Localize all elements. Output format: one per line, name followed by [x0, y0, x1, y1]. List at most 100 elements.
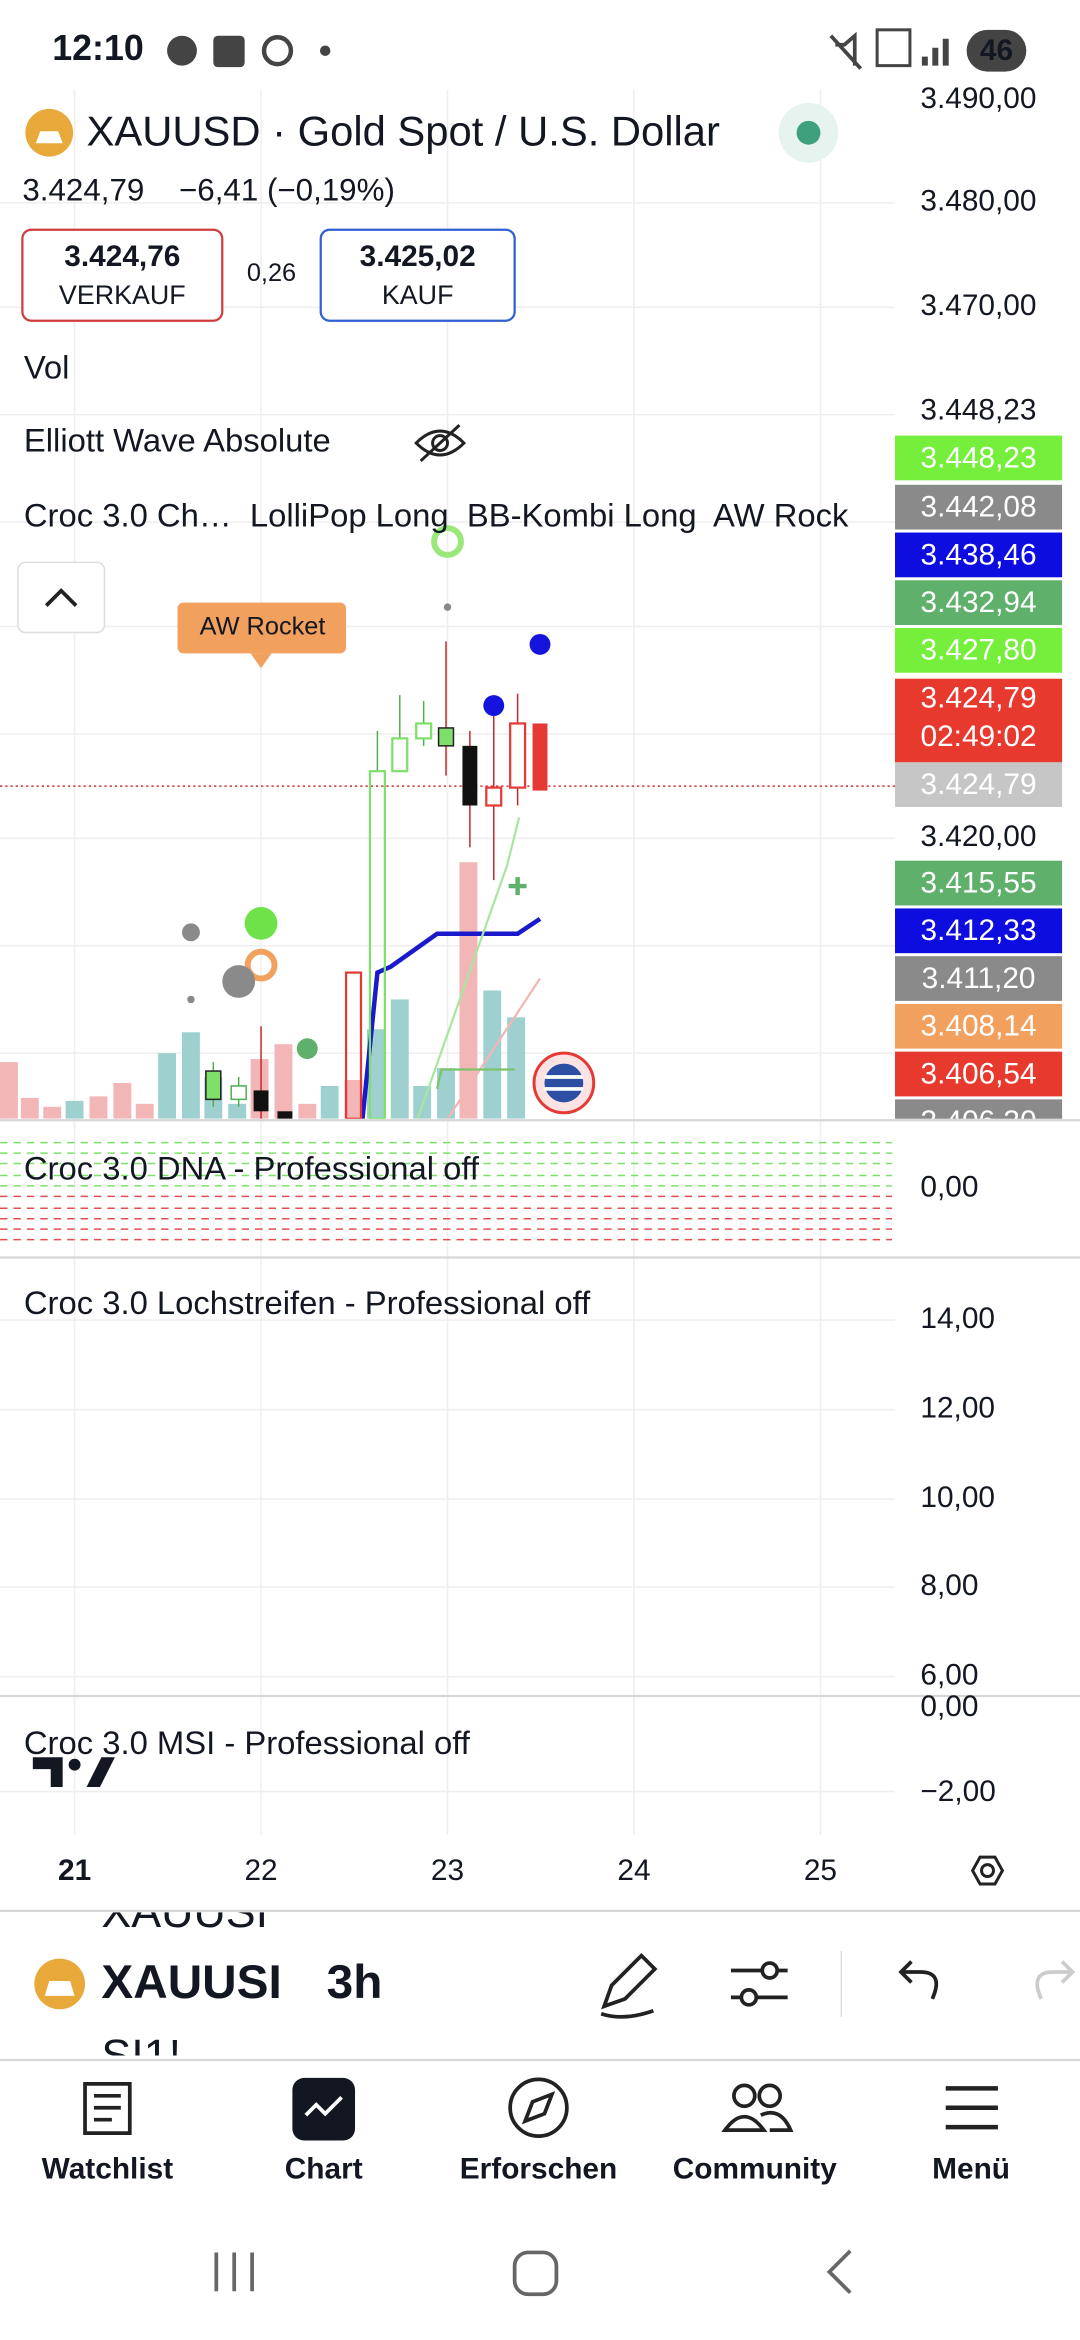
settings-button[interactable]	[970, 1855, 1005, 1886]
logo-part	[32, 1757, 63, 1788]
candles-part	[485, 786, 503, 807]
price-tag-label: 3.448,23	[920, 441, 1036, 474]
signal-dots-part	[544, 1063, 584, 1103]
current-price-tag	[895, 678, 1063, 763]
price-axis-label: 3.448,23	[920, 394, 1036, 427]
pane-title[interactable]: Croc 3.0 DNA - Professional off	[24, 1150, 480, 1187]
status-bar-part	[319, 45, 331, 56]
volume-bars-part	[483, 990, 502, 1119]
nav-chart-part	[304, 2095, 343, 2117]
signal-dots-part	[187, 995, 195, 1004]
pane-title[interactable]: Croc 3.0 MSI - Professional off	[24, 1724, 471, 1761]
countdown: 02:49:02	[920, 720, 1036, 753]
price-tag-label: 3.406,30	[920, 1105, 1036, 1138]
hide-icon-part	[431, 434, 450, 452]
nav-label: Community	[673, 2152, 837, 2185]
candles-part	[391, 737, 409, 773]
price-tag	[895, 1051, 1063, 1097]
volume-bars-part	[344, 1079, 363, 1119]
toolbar-symbol: XAUUSI	[101, 1956, 281, 2009]
nav-explore[interactable]: Erforschen	[460, 2077, 617, 2185]
candles-part	[277, 1111, 293, 1119]
price-tag	[895, 532, 1063, 578]
price-tag-label: 3.411,20	[922, 962, 1036, 995]
status-bar: 12:10 46	[52, 28, 1027, 72]
signal-dots-part	[296, 1038, 318, 1060]
nav-explore-part	[521, 2091, 556, 2125]
pane-axis-label: 0,00	[920, 1690, 978, 1723]
price-tag	[895, 762, 1063, 807]
sell-button[interactable]: 3.424,76 VERKAUF	[21, 228, 224, 322]
pane-axis-label: 14,00	[920, 1302, 995, 1335]
candles-part	[344, 971, 363, 1119]
nav-watchlist[interactable]: Watchlist	[42, 2082, 174, 2185]
header-part	[796, 120, 821, 145]
volume-bars-part	[390, 999, 409, 1119]
back-button[interactable]	[826, 2249, 852, 2295]
signal-dots-part	[244, 906, 278, 940]
signal-dots-part	[431, 525, 464, 558]
indicators-button-part	[760, 1961, 780, 1980]
elliott-legend[interactable]: Elliott Wave Absolute	[24, 422, 331, 459]
indicator-legend[interactable]: Croc 3.0 Ch… LolliPop Long BB-Kombi Long…	[24, 496, 849, 533]
draw-button-part	[601, 1952, 658, 2010]
price-tag	[895, 627, 1063, 673]
price-tag-label: 3.406,54	[920, 1057, 1036, 1090]
candles-part	[509, 722, 527, 789]
candles-part	[437, 727, 455, 747]
undo-button[interactable]	[898, 1960, 939, 2000]
status-bar-part	[966, 29, 1027, 72]
signal-dots-part	[443, 603, 452, 611]
price-tag	[895, 860, 1063, 906]
pane-axis-label: −2,00	[920, 1775, 995, 1808]
price-tag	[895, 956, 1063, 1001]
annotation-text: AW Rocket	[200, 613, 326, 641]
annotation[interactable]: AW Rocket	[177, 602, 347, 669]
volume-legend[interactable]: Vol	[24, 349, 70, 386]
redo-button[interactable]	[1035, 1960, 1076, 2000]
price-tag-label: 3.427,80	[920, 634, 1036, 667]
symbol-title[interactable]: XAUUSD · Gold Spot / U.S. Dollar	[87, 107, 721, 154]
interval-button[interactable]: 3h	[327, 1956, 383, 2009]
volume-bars-part	[135, 1103, 154, 1119]
volume-bars-part	[113, 1082, 132, 1119]
indicator-line	[435, 1068, 515, 1090]
nav-menu[interactable]: Menü	[932, 2086, 1010, 2185]
nav-watchlist-part	[83, 2082, 132, 2135]
sell-price: 3.424,76	[64, 240, 180, 273]
price-axis: 3.490,00 3.480,00 3.470,00 3.448,23 3.42…	[895, 82, 1063, 1138]
nav-community-part	[757, 2083, 783, 2109]
home-button[interactable]	[512, 2250, 559, 2297]
nav-community[interactable]: Community	[673, 2083, 837, 2185]
time-label: 23	[431, 1854, 464, 1887]
volume-bars-part	[507, 1017, 526, 1119]
price-axis-label: 3.490,00	[920, 82, 1036, 115]
price-tag	[895, 1003, 1063, 1049]
indicators-button[interactable]	[730, 1961, 788, 2007]
signal-dots	[181, 525, 596, 1115]
candles	[205, 641, 548, 1119]
volume-bars	[0, 862, 526, 1119]
pane-title[interactable]: Croc 3.0 Lochstreifen - Professional off	[24, 1284, 591, 1321]
nav-chart[interactable]: Chart	[285, 2077, 363, 2185]
draw-button[interactable]	[600, 1952, 658, 2019]
nav-chart-part	[292, 2077, 356, 2141]
time-label: 22	[244, 1854, 277, 1887]
candles-part	[462, 745, 478, 806]
status-bar-part	[921, 38, 949, 66]
legend-clip: Croc 3.0 Ch… LolliPop Long BB-Kombi Long…	[24, 496, 849, 533]
collapse-button[interactable]	[17, 561, 106, 634]
annotation-part	[250, 653, 272, 669]
hide-icon[interactable]	[414, 424, 467, 463]
symbol-button-part	[44, 1980, 75, 1996]
time-label: 21	[58, 1854, 91, 1887]
nav-label: Chart	[285, 2152, 363, 2185]
buy-button[interactable]: 3.425,02 KAUF	[319, 228, 516, 322]
volume-bars-part	[437, 1068, 455, 1119]
status-bar-part	[829, 31, 863, 70]
symbol-button[interactable]: XAUUSI	[34, 1956, 282, 2010]
recent-apps-button[interactable]	[214, 2252, 254, 2292]
last-price: 3.424,79	[22, 173, 144, 208]
